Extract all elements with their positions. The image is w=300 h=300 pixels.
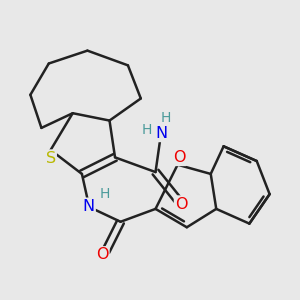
Text: O: O <box>175 196 188 211</box>
Text: O: O <box>96 248 108 262</box>
Text: H: H <box>160 111 171 125</box>
Text: H: H <box>142 123 152 137</box>
Text: S: S <box>46 151 56 166</box>
Text: N: N <box>82 199 94 214</box>
Text: H: H <box>100 187 110 201</box>
Text: N: N <box>155 126 167 141</box>
Text: O: O <box>173 150 186 165</box>
